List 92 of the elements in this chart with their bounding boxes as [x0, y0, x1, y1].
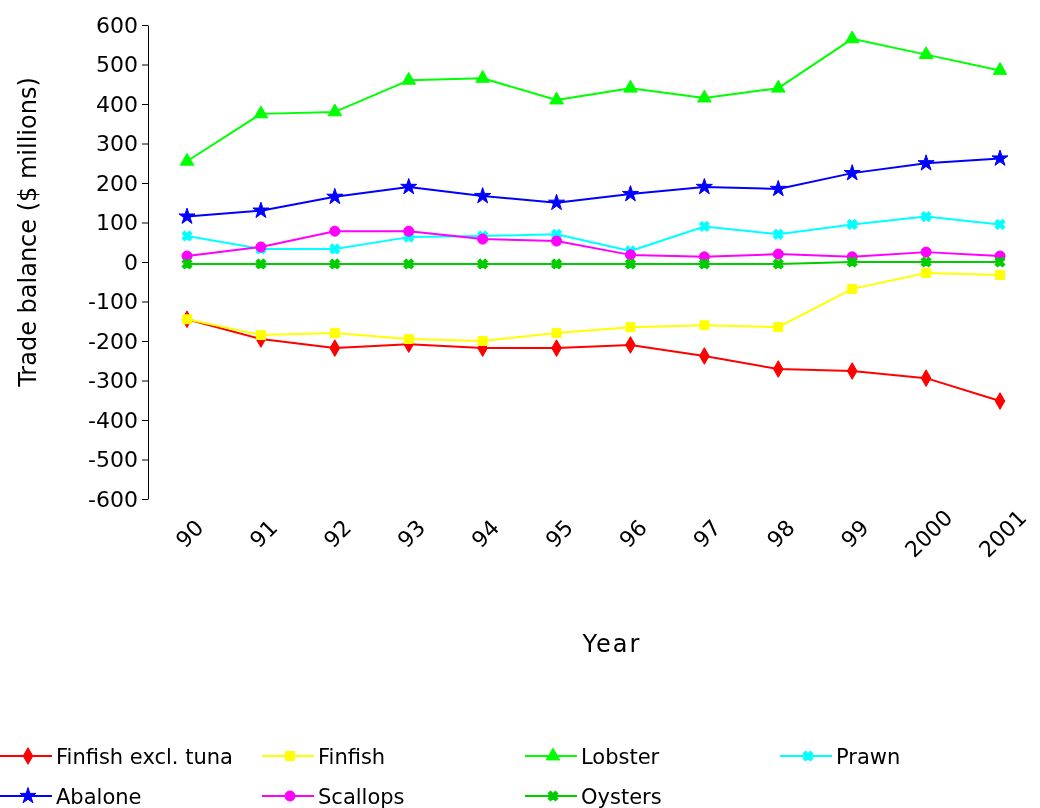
point — [252, 201, 270, 218]
y-tick-label: -600 — [88, 486, 138, 512]
x-tick-label: 90 — [170, 514, 209, 553]
legend-label: Finfish excl. tuna — [56, 745, 233, 769]
x-tick-label: 95 — [540, 514, 578, 553]
y-tick-label: 300 — [96, 131, 138, 157]
y-tick-label: -100 — [88, 289, 138, 315]
y-tick-label: 100 — [96, 210, 138, 236]
point — [329, 225, 341, 237]
point — [699, 320, 710, 331]
point — [920, 256, 932, 268]
point — [623, 79, 638, 93]
legend-label: Finfish — [318, 745, 386, 769]
point — [624, 249, 636, 261]
point — [770, 79, 786, 93]
point — [920, 211, 932, 222]
point — [625, 258, 636, 270]
x-tick-label: 92 — [318, 514, 357, 553]
point — [625, 322, 636, 333]
y-tick-label: -400 — [88, 407, 138, 433]
point — [551, 235, 563, 247]
point — [255, 330, 266, 341]
point — [621, 185, 639, 202]
point — [326, 187, 344, 205]
point — [843, 164, 861, 181]
point — [994, 256, 1006, 268]
x-tick-label: 97 — [688, 514, 726, 553]
point — [327, 103, 343, 117]
y-tick-label: -300 — [88, 368, 138, 394]
point — [403, 225, 415, 237]
point — [178, 207, 196, 224]
point — [551, 258, 562, 270]
point — [400, 178, 418, 195]
point — [773, 322, 784, 333]
y-tick-label: -200 — [88, 328, 138, 354]
point — [403, 334, 414, 344]
point — [475, 69, 490, 83]
point — [477, 258, 489, 270]
legend-label: Oysters — [581, 785, 662, 808]
point — [403, 258, 415, 270]
y-axis-title: Trade balance ($ millions) — [14, 77, 42, 388]
point — [551, 328, 562, 339]
point — [772, 248, 784, 260]
legend-label: Prawn — [836, 745, 901, 769]
point — [549, 91, 564, 105]
point — [401, 71, 417, 85]
y-tick-label: 500 — [96, 52, 138, 78]
point — [255, 258, 267, 270]
point — [917, 154, 935, 171]
y-tick-label: 400 — [96, 91, 138, 117]
point — [548, 193, 566, 211]
point — [179, 152, 195, 166]
legend-label: Scallops — [318, 785, 405, 808]
y-tick-label: 600 — [96, 12, 138, 38]
point — [697, 89, 712, 103]
x-axis-title: Year — [581, 630, 642, 658]
point — [329, 328, 340, 339]
point — [769, 179, 787, 197]
point — [846, 256, 858, 268]
x-tick-label: 99 — [836, 514, 874, 553]
point — [772, 258, 784, 270]
point — [181, 230, 193, 242]
point — [698, 258, 710, 270]
point — [846, 219, 858, 230]
y-tick-label: 200 — [96, 170, 138, 196]
point — [995, 270, 1005, 281]
point — [847, 283, 858, 294]
x-tick-label: 94 — [466, 514, 505, 553]
legend-label: Lobster — [581, 745, 660, 769]
x-tick-label: 93 — [392, 514, 431, 553]
point — [921, 268, 932, 279]
x-tick-label: 91 — [244, 514, 283, 553]
x-tick-label: 96 — [614, 514, 652, 553]
x-tick-label: 98 — [762, 514, 800, 553]
point — [698, 221, 710, 232]
point — [477, 336, 488, 346]
point — [991, 149, 1009, 166]
point — [918, 46, 934, 60]
y-tick-label: 0 — [124, 249, 138, 275]
point — [772, 228, 784, 240]
point — [329, 258, 341, 270]
point — [920, 246, 932, 258]
point — [181, 258, 193, 270]
legend-label: Abalone — [56, 785, 142, 808]
y-tick-label: -500 — [88, 447, 138, 473]
point — [329, 243, 341, 255]
point — [253, 105, 269, 119]
point — [992, 62, 1008, 75]
point — [994, 219, 1006, 230]
point — [695, 178, 713, 195]
point — [844, 30, 860, 44]
point — [474, 187, 492, 204]
